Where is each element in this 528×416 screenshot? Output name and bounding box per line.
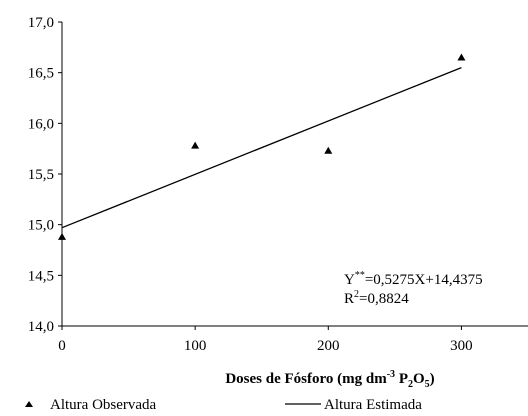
x-ticks: 0 100 200 300 bbox=[58, 326, 473, 354]
y-tick-label: 16,0 bbox=[28, 116, 54, 132]
y-ticks: 14,0 14,5 15,0 15,5 16,0 16,5 17,0 bbox=[28, 15, 62, 335]
data-point bbox=[191, 141, 200, 149]
legend-label-estimated: Altura Estimada bbox=[324, 397, 422, 413]
y-tick-label: 16,5 bbox=[28, 66, 54, 82]
x-axis-label-sub1: 2 bbox=[408, 379, 413, 390]
x-axis-label-sub2: 5 bbox=[425, 379, 430, 390]
equation-y-sup: ** bbox=[355, 270, 365, 281]
legend-triangle-marker bbox=[25, 401, 33, 407]
series bbox=[58, 53, 466, 240]
x-tick-label: 200 bbox=[317, 338, 340, 354]
x-tick-label: 0 bbox=[58, 338, 66, 354]
data-point bbox=[324, 146, 333, 154]
y-tick-label: 17,0 bbox=[28, 15, 54, 31]
r-squared-value: =0,8824 bbox=[359, 291, 409, 307]
x-axis-label-suffix: ) bbox=[430, 371, 435, 387]
data-point bbox=[58, 232, 66, 240]
legend-item-estimated: Altura Estimada bbox=[285, 397, 422, 413]
x-tick-label: 100 bbox=[184, 338, 207, 354]
r-squared-label: R bbox=[344, 291, 354, 307]
x-axis-label-prefix: Doses de Fósforo (mg dm bbox=[225, 371, 387, 387]
equation-rest: =0,5275X+14,4375 bbox=[365, 272, 483, 288]
y-tick-label: 15,0 bbox=[28, 218, 54, 234]
equation: Y**=0,5275X+14,4375 bbox=[344, 270, 483, 288]
r-squared-sup: 2 bbox=[354, 289, 359, 300]
x-axis-label: Doses de Fósforo (mg dm-3 P2O5) bbox=[225, 369, 434, 390]
data-point bbox=[457, 53, 466, 61]
x-axis-label-o: O bbox=[413, 371, 425, 387]
equation-y: Y bbox=[344, 272, 355, 288]
r-squared: R2=0,8824 bbox=[344, 289, 409, 307]
legend: Altura Observada Altura Estimada bbox=[25, 397, 422, 413]
legend-label-observed: Altura Observada bbox=[50, 397, 157, 413]
x-axis-label-mid: P bbox=[395, 371, 408, 387]
y-tick-label: 14,0 bbox=[28, 319, 54, 335]
trend-line bbox=[61, 66, 462, 229]
x-axis-label-sup: -3 bbox=[387, 369, 395, 380]
y-tick-label: 15,5 bbox=[28, 167, 54, 183]
y-tick-label: 14,5 bbox=[28, 268, 54, 284]
legend-item-observed: Altura Observada bbox=[25, 397, 157, 413]
x-tick-label: 300 bbox=[450, 338, 473, 354]
